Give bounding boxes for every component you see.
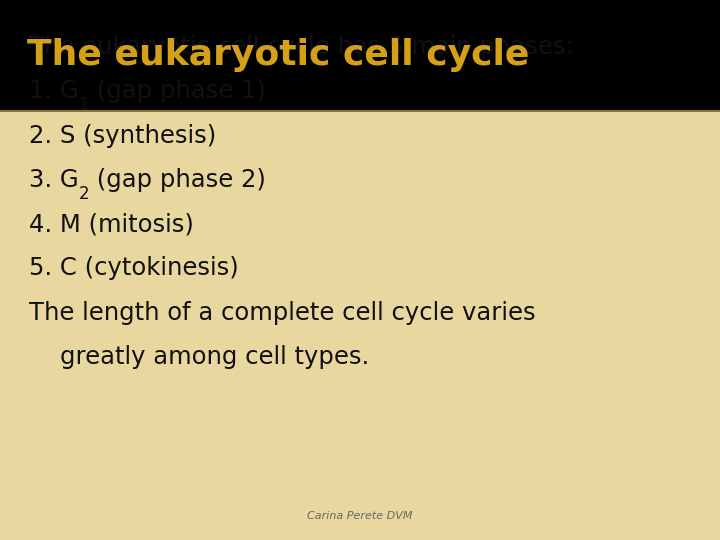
Text: 2: 2	[78, 185, 89, 202]
Text: (gap phase 2): (gap phase 2)	[89, 168, 266, 192]
Text: The length of a complete cell cycle varies: The length of a complete cell cycle vari…	[29, 301, 536, 325]
Text: 1. G: 1. G	[29, 79, 78, 103]
Text: 2. S (synthesis): 2. S (synthesis)	[29, 124, 216, 147]
Text: The eukaryotic cell cycle: The eukaryotic cell cycle	[27, 38, 530, 72]
Text: 4. M (mitosis): 4. M (mitosis)	[29, 212, 194, 236]
Text: greatly among cell types.: greatly among cell types.	[29, 345, 369, 369]
Text: The eukaryotic cell cycle has 5 main phases:: The eukaryotic cell cycle has 5 main pha…	[29, 35, 574, 59]
Text: 3. G: 3. G	[29, 168, 78, 192]
Text: 1: 1	[78, 96, 89, 114]
Bar	[0, 0, 720, 111]
Text: 5. C (cytokinesis): 5. C (cytokinesis)	[29, 256, 238, 280]
Text: (gap phase 1): (gap phase 1)	[89, 79, 266, 103]
Text: Carina Perete DVM: Carina Perete DVM	[307, 511, 413, 521]
